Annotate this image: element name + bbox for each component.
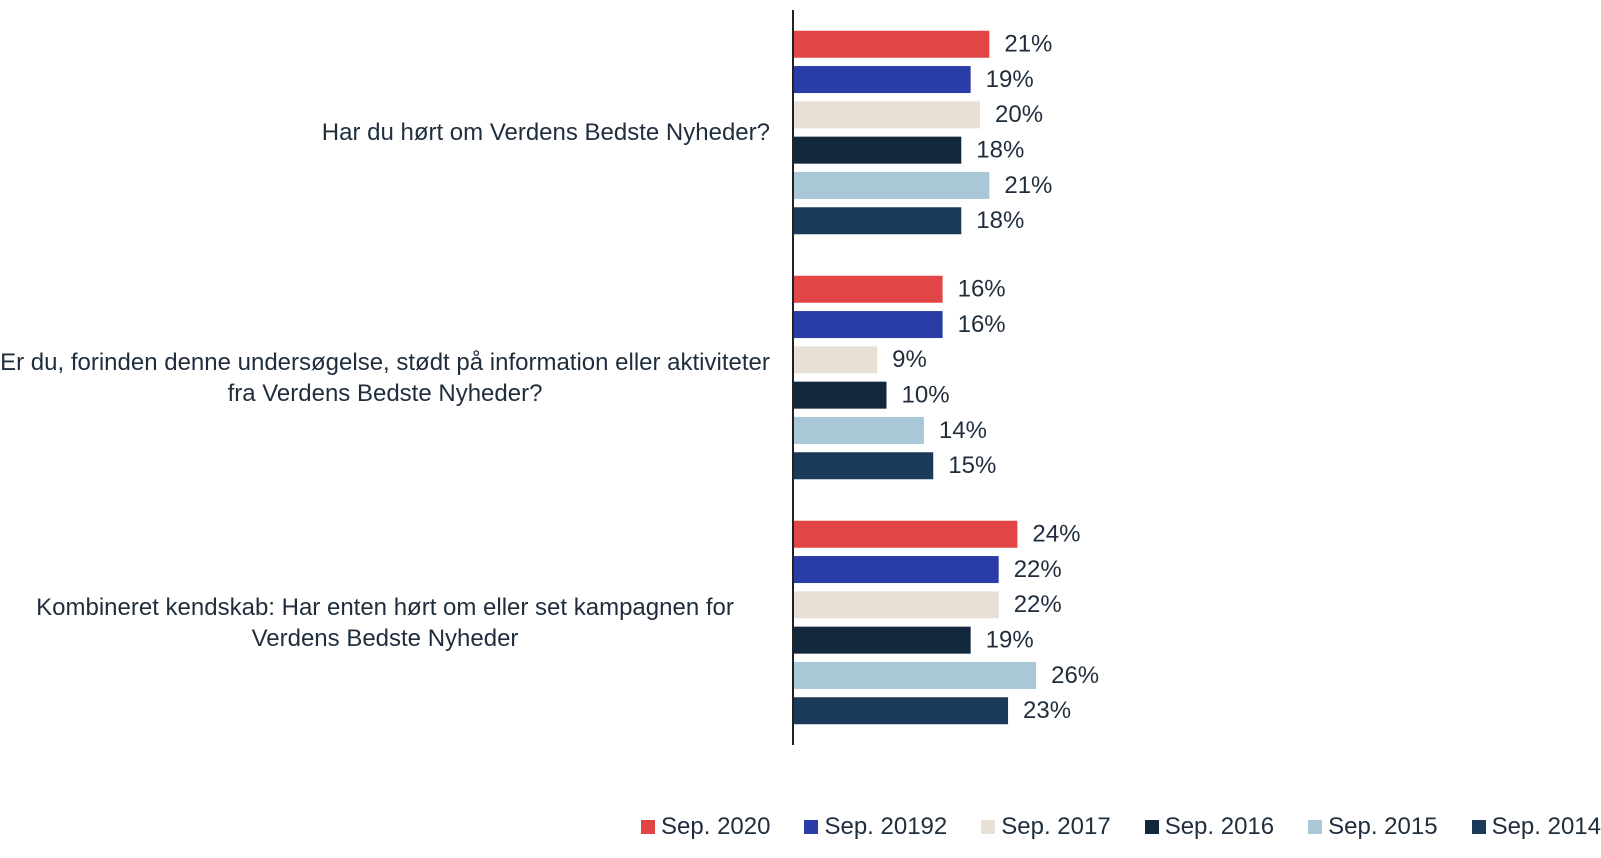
- legend-label: Sep. 20192: [824, 813, 948, 840]
- value-label: 14%: [939, 417, 987, 444]
- value-label: 15%: [948, 452, 996, 479]
- category-label: Kombineret kendskab: Har enten hørt om e…: [36, 593, 734, 652]
- value-label: 23%: [1023, 697, 1071, 724]
- legend-label: Sep. 2017: [1001, 813, 1111, 840]
- legend-label: Sep. 2020: [661, 813, 771, 840]
- value-label: 19%: [986, 66, 1034, 93]
- value-label: 22%: [1014, 556, 1062, 583]
- legend-item: Sep. 2017: [981, 813, 1111, 841]
- legend: Sep. 2020 Sep. 20192 Sep. 2017 Sep. 2016 Sep…: [607, 810, 1601, 844]
- legend-swatch: [981, 820, 996, 834]
- legend-item: Sep. 2014: [1471, 813, 1601, 841]
- legend-label: Sep. 2014: [1491, 813, 1601, 840]
- bar: [793, 30, 990, 58]
- bar: [793, 275, 943, 303]
- legend-item: Sep. 2015: [1308, 813, 1438, 841]
- bar: [793, 66, 971, 94]
- legend-swatch: [804, 820, 819, 834]
- legend-item: Sep. 2020: [641, 813, 770, 841]
- category-label-box: Har du hørt om Verdens Bedste Nyheder?: [0, 10, 770, 255]
- legend-swatch: [1308, 820, 1323, 834]
- value-label: 21%: [1004, 172, 1052, 199]
- category-label: Er du, forinden denne undersøgelse, stød…: [0, 348, 770, 407]
- value-label: 26%: [1051, 662, 1099, 689]
- bar: [793, 520, 1018, 548]
- bar: [793, 697, 1009, 725]
- value-label: 21%: [1004, 31, 1052, 58]
- bar: [793, 556, 999, 584]
- legend-item: Sep. 20192: [804, 813, 947, 841]
- bar: [793, 452, 934, 480]
- bar: [793, 591, 999, 619]
- value-label: 24%: [1032, 521, 1080, 548]
- bar: [793, 381, 887, 409]
- value-label: 20%: [995, 101, 1043, 128]
- bar: [793, 346, 878, 374]
- bar: [793, 171, 990, 199]
- legend-swatch: [641, 820, 656, 834]
- value-label: 16%: [958, 311, 1006, 338]
- category-label-box: Er du, forinden denne undersøgelse, stød…: [0, 255, 770, 500]
- value-label: 16%: [958, 276, 1006, 303]
- category-label-box: Kombineret kendskab: Har enten hørt om e…: [0, 500, 770, 745]
- bar: [793, 311, 943, 339]
- bar: [793, 101, 980, 129]
- bar: [793, 207, 962, 235]
- legend-label: Sep. 2015: [1328, 813, 1438, 840]
- legend-swatch: [1471, 820, 1486, 834]
- legend-label: Sep. 2016: [1164, 813, 1275, 840]
- value-label: 19%: [986, 626, 1034, 653]
- bar: [793, 136, 962, 164]
- category-label: Har du hørt om Verdens Bedste Nyheder?: [321, 119, 770, 146]
- value-label: 18%: [976, 136, 1024, 163]
- value-label: 10%: [902, 381, 950, 408]
- value-label: 18%: [976, 207, 1024, 234]
- bar: [793, 626, 971, 654]
- bar: [793, 661, 1037, 689]
- legend-item: Sep. 2016: [1144, 813, 1275, 841]
- legend-swatch: [1144, 820, 1159, 834]
- bar: [793, 416, 924, 444]
- value-label: 9%: [892, 346, 927, 373]
- value-label: 22%: [1014, 591, 1062, 618]
